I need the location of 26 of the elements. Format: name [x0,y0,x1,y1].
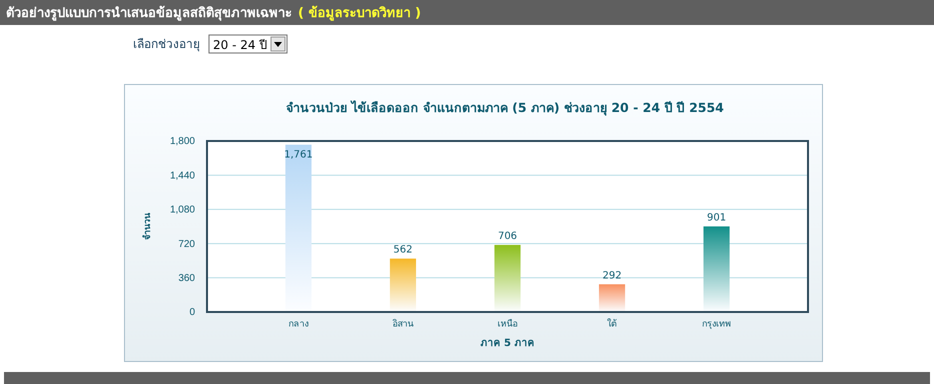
y-tick-label: 1,440 [170,170,196,182]
y-tick-label: 720 [178,238,196,250]
x-tick-label: กลาง [288,318,308,328]
y-tick-label: 360 [178,273,196,284]
chart-title: จำนวนป่วย ไข้เลือดออก จำแนกตามภาค (5 ภาค) ช่วงอายุ 20 - 24 ปี ปี 2554 [286,100,724,116]
text: เลือกช่วงอายุ [133,37,200,52]
y-axis-title: จำนวน [142,212,153,240]
y-tick-label: 1,800 [170,136,196,148]
bar [494,244,521,312]
text: ตัวอย่างรูปแบบการนำเสนอข้อมูลสถิติสุขภาพเฉพาะ [6,5,292,21]
data-label: 1,761 [284,150,313,161]
x-tick-label: อิสาน [392,318,414,328]
bar [390,258,416,312]
y-tick-label: 1,080 [170,204,196,216]
bar [703,226,730,312]
data-label: 292 [602,270,622,282]
x-axis-title: ภาค 5 ภาค [480,338,534,349]
x-tick-label: กรุงเทพ [702,318,732,330]
x-tick-label: เหนือ [498,318,518,328]
x-tick-label: ใต้ [607,318,618,328]
data-label: 562 [393,244,413,256]
bar [598,284,626,312]
y-tick-label: 0 [189,307,196,318]
data-label: 901 [706,212,726,224]
text: ( ข้อมูลระบาดวิทยา ) [298,5,421,21]
data-label: 706 [498,230,518,242]
